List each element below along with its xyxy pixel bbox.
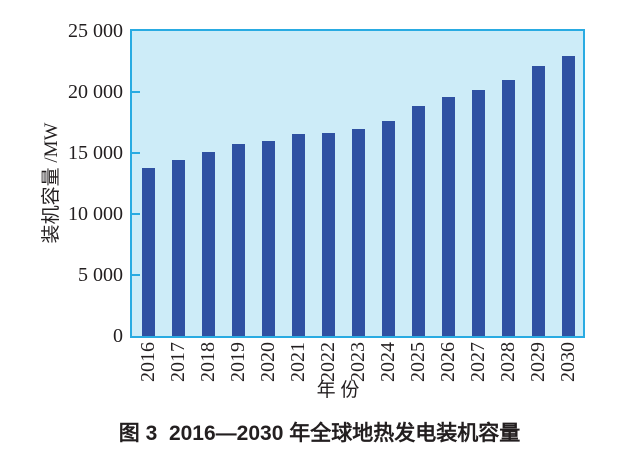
y-tick-20000 [132, 91, 140, 93]
bar-2023 [351, 128, 365, 336]
bar-2030 [561, 56, 575, 336]
x-tick-label-2030: 2030 [557, 342, 579, 382]
bar-2020 [261, 140, 275, 336]
y-tick-15000 [132, 152, 140, 154]
bar-2021 [291, 134, 305, 336]
bar-2016 [141, 167, 155, 336]
y-tick-label-10000: 10 000 [68, 203, 123, 225]
y-tick-label-5000: 5 000 [78, 264, 123, 286]
x-tick-label-2018: 2018 [197, 342, 219, 382]
y-tick-5000 [132, 274, 140, 276]
x-axis-title: 年 份 [316, 380, 360, 401]
bar-2029 [531, 66, 545, 336]
x-tick-label-2017: 2017 [167, 342, 189, 382]
y-tick-label-15000: 15 000 [68, 142, 123, 164]
bar-2019 [231, 143, 245, 336]
x-tick-label-2016: 2016 [137, 342, 159, 382]
x-tick-label-2027: 2027 [467, 342, 489, 382]
plot-area [130, 29, 585, 338]
y-tick-label-0: 0 [113, 325, 123, 347]
y-axis-title: 装机容量 /MW [41, 122, 62, 244]
bar-2017 [171, 159, 185, 336]
y-tick-label-25000: 25 000 [68, 20, 123, 42]
figure-caption: 图 3 2016—2030 年全球地热发电装机容量 [118, 422, 521, 445]
bar-2027 [471, 90, 485, 336]
bar-2025 [411, 106, 425, 336]
x-tick-label-2029: 2029 [527, 342, 549, 382]
bar-2024 [381, 121, 395, 336]
bar-2018 [201, 152, 215, 336]
x-tick-label-2028: 2028 [497, 342, 519, 382]
y-tick-10000 [132, 213, 140, 215]
bar-2028 [501, 79, 515, 336]
x-tick-label-2026: 2026 [437, 342, 459, 382]
bar-2022 [321, 132, 335, 336]
bar-2026 [441, 96, 455, 336]
y-tick-label-20000: 20 000 [68, 81, 123, 103]
